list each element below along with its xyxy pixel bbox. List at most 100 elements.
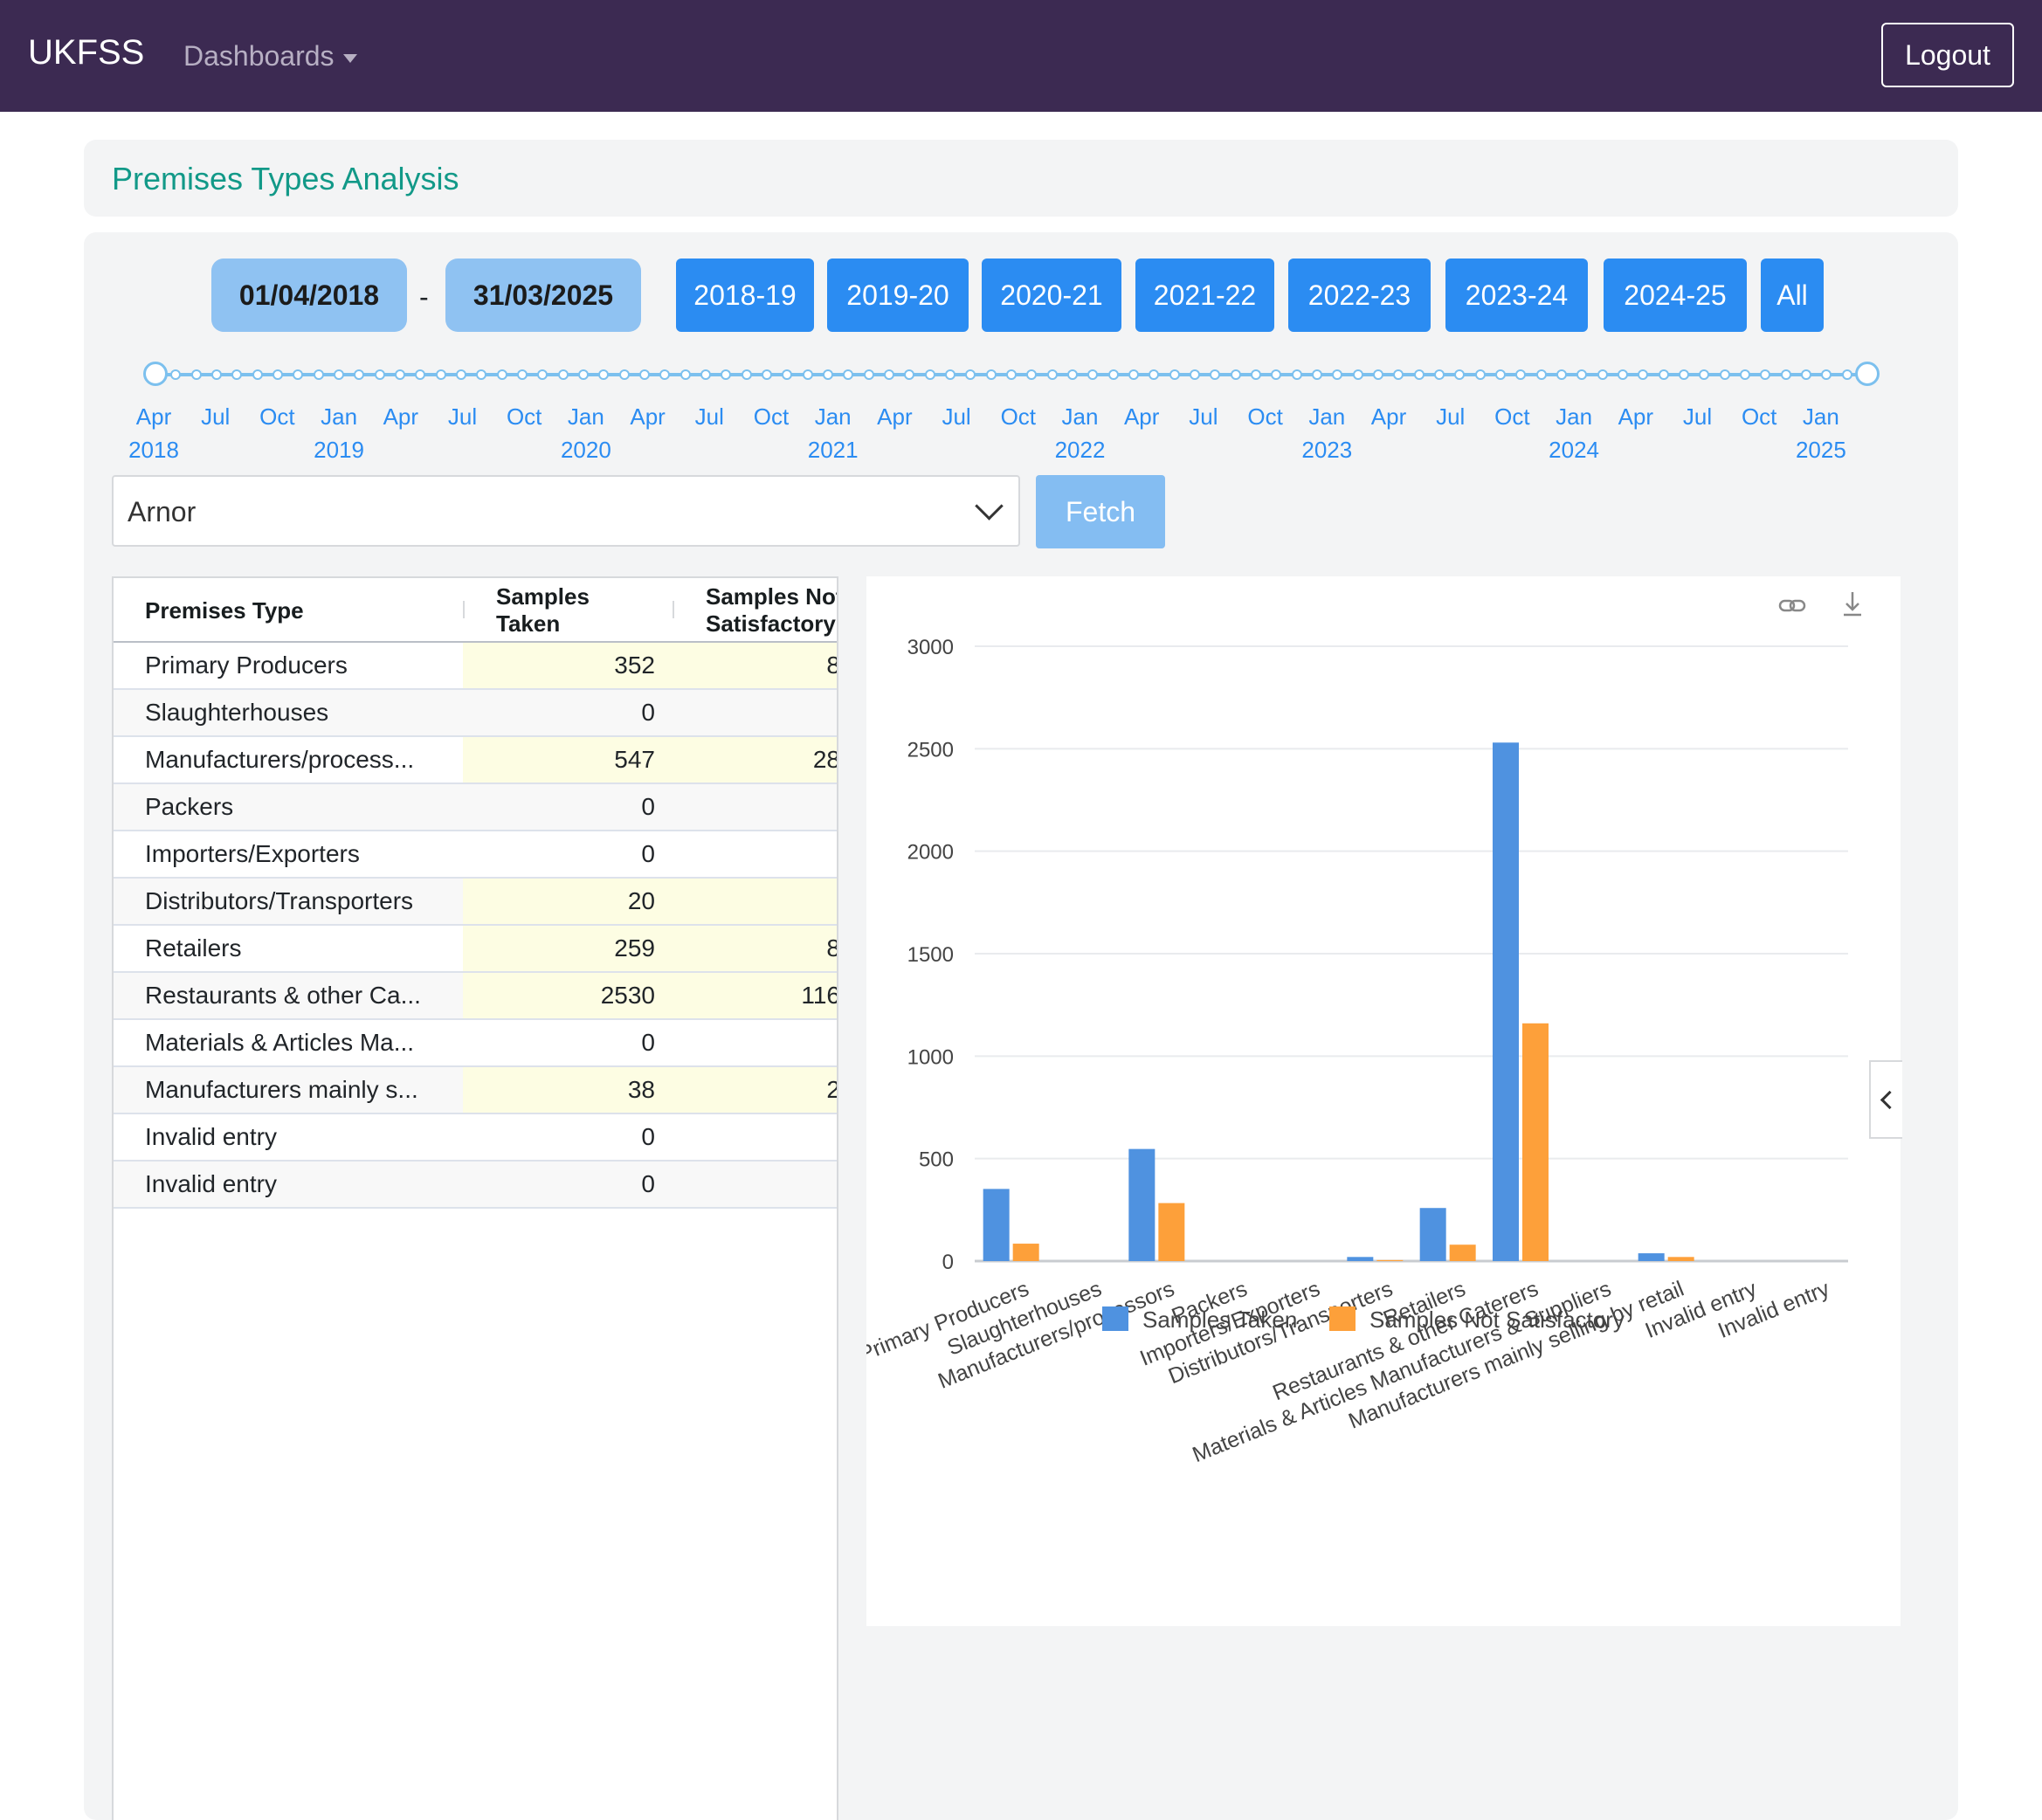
bar-samples-taken[interactable] xyxy=(1347,1257,1374,1261)
slider-step-dot[interactable] xyxy=(1312,369,1322,380)
slider-step-dot[interactable] xyxy=(1230,369,1241,380)
slider-step-dot[interactable] xyxy=(1495,369,1506,380)
slider-step-dot[interactable] xyxy=(313,369,324,380)
timeline-tick-label[interactable]: Jul xyxy=(1164,400,1243,433)
slider-step-dot[interactable] xyxy=(802,369,813,380)
table-row[interactable]: Restaurants & other Ca... 2530 116 xyxy=(114,973,837,1020)
header-samples-taken[interactable]: Samples Taken xyxy=(496,583,590,637)
timeline-tick-label[interactable]: Apr xyxy=(855,400,934,433)
slider-step-dot[interactable] xyxy=(231,369,243,380)
table-row[interactable]: Primary Producers 352 8 xyxy=(114,643,837,690)
slider-step-dot[interactable] xyxy=(618,369,630,380)
timeline-tick-label[interactable]: Jan 2025 xyxy=(1782,400,1860,466)
timeline-tick-label[interactable]: Jan 2021 xyxy=(794,400,873,466)
table-row[interactable]: Importers/Exporters 0 xyxy=(114,831,837,879)
slider-step-dot[interactable] xyxy=(415,369,426,380)
timeline-tick-label[interactable]: Apr xyxy=(1349,400,1428,433)
slider-step-dot[interactable] xyxy=(252,369,263,380)
slider-step-dot[interactable] xyxy=(884,369,894,380)
bar-samples-taken[interactable] xyxy=(1419,1208,1446,1261)
legend-label[interactable]: Samples Taken xyxy=(1142,1306,1297,1333)
slider-step-dot[interactable] xyxy=(354,369,365,380)
timeline-tick-label[interactable]: Oct xyxy=(1226,400,1305,433)
logout-button[interactable]: Logout xyxy=(1881,23,2014,87)
slider-step-dot[interactable] xyxy=(1535,369,1547,380)
fy-button-2023-24[interactable]: 2023-24 xyxy=(1445,259,1588,332)
fy-button-2024-25[interactable]: 2024-25 xyxy=(1604,259,1747,332)
slider-step-dot[interactable] xyxy=(1107,369,1119,380)
timeline-tick-label[interactable]: Apr xyxy=(362,400,440,433)
timeline-tick-label[interactable]: Jul xyxy=(1659,400,1737,433)
table-row[interactable]: Materials & Articles Ma... 0 xyxy=(114,1020,837,1067)
slider-step-dot[interactable] xyxy=(1597,369,1608,380)
slider-step-dot[interactable] xyxy=(334,369,344,380)
slider-step-dot[interactable] xyxy=(1841,369,1852,380)
slider-step-dot[interactable] xyxy=(537,369,548,380)
fy-button-2019-20[interactable]: 2019-20 xyxy=(827,259,969,332)
timeline-tick-label[interactable]: Jan 2022 xyxy=(1041,400,1120,466)
fy-button-2018-19[interactable]: 2018-19 xyxy=(676,259,814,332)
slider-step-dot[interactable] xyxy=(1067,369,1078,380)
slider-step-dot[interactable] xyxy=(1210,369,1221,380)
download-icon[interactable] xyxy=(1844,592,1861,617)
fy-button-2022-23[interactable]: 2022-23 xyxy=(1288,259,1431,332)
timeline-tick-label[interactable]: Jul xyxy=(1411,400,1490,433)
timeline-tick-label[interactable]: Apr xyxy=(1597,400,1675,433)
timeline-tick-label[interactable]: Apr 2018 xyxy=(114,400,193,466)
column-separator[interactable] xyxy=(673,601,674,618)
table-row[interactable]: Manufacturers/process... 547 28 xyxy=(114,737,837,784)
slider-step-dot[interactable] xyxy=(700,369,711,380)
slider-step-dot[interactable] xyxy=(985,369,997,380)
bar-samples-not-satisfactory[interactable] xyxy=(1522,1023,1549,1261)
table-row[interactable]: Invalid entry 0 xyxy=(114,1162,837,1209)
slider-step-dot[interactable] xyxy=(1576,369,1588,380)
slider-step-dot[interactable] xyxy=(843,369,854,380)
timeline-tick-label[interactable]: Jan 2024 xyxy=(1535,400,1613,466)
slider-step-dot[interactable] xyxy=(1352,369,1363,380)
timeline-tick-label[interactable]: Jan 2020 xyxy=(547,400,625,466)
slider-step-dot[interactable] xyxy=(1801,369,1811,380)
slider-step-dot[interactable] xyxy=(1719,369,1730,380)
slider-step-dot[interactable] xyxy=(741,369,752,380)
slider-step-dot[interactable] xyxy=(1332,369,1343,380)
slider-step-dot[interactable] xyxy=(823,369,833,380)
slider-step-dot[interactable] xyxy=(1760,369,1771,380)
bar-samples-not-satisfactory[interactable] xyxy=(1158,1203,1185,1261)
slider-step-dot[interactable] xyxy=(578,369,589,380)
slider-step-dot[interactable] xyxy=(1128,369,1139,380)
legend-label[interactable]: Samples Not Satisfactory xyxy=(1369,1306,1625,1333)
slider-step-dot[interactable] xyxy=(680,369,691,380)
timeline-tick-label[interactable]: Jan 2023 xyxy=(1287,400,1366,466)
slider-step-dot[interactable] xyxy=(721,369,732,380)
slider-step-dot[interactable] xyxy=(1454,369,1466,380)
slider-step-dot[interactable] xyxy=(1271,369,1282,380)
authority-select[interactable]: Arnor xyxy=(112,475,1020,547)
timeline-tick-label[interactable]: Jul xyxy=(176,400,255,433)
slider-step-dot[interactable] xyxy=(1006,369,1017,380)
slider-step-dot[interactable] xyxy=(1149,369,1160,380)
bar-samples-taken[interactable] xyxy=(1638,1253,1665,1261)
slider-step-dot[interactable] xyxy=(762,369,772,380)
slider-step-dot[interactable] xyxy=(1821,369,1832,380)
slider-step-dot[interactable] xyxy=(1699,369,1710,380)
timeline-tick-label[interactable]: Jan 2019 xyxy=(300,400,378,466)
timeline-tick-label[interactable]: Jul xyxy=(670,400,749,433)
fy-button-all[interactable]: All xyxy=(1761,259,1824,332)
timeline-tick-label[interactable]: Apr xyxy=(609,400,687,433)
slider-end-handle[interactable] xyxy=(1855,362,1880,386)
slider-step-dot[interactable] xyxy=(1026,369,1038,380)
timeline-tick-label[interactable]: Oct xyxy=(1473,400,1551,433)
slider-step-dot[interactable] xyxy=(1638,369,1649,380)
slider-step-dot[interactable] xyxy=(1393,369,1404,380)
slider-step-dot[interactable] xyxy=(435,369,446,380)
end-date-input[interactable]: 31/03/2025 xyxy=(445,259,641,332)
slider-step-dot[interactable] xyxy=(1251,369,1261,380)
timeline-tick-label[interactable]: Oct xyxy=(979,400,1058,433)
sidebar-toggle-button[interactable] xyxy=(1869,1060,1902,1139)
timeline-tick-label[interactable]: Oct xyxy=(1720,400,1798,433)
bar-samples-not-satisfactory[interactable] xyxy=(1449,1244,1476,1261)
slider-step-dot[interactable] xyxy=(272,369,283,380)
slider-step-dot[interactable] xyxy=(924,369,935,380)
slider-step-dot[interactable] xyxy=(1169,369,1180,380)
slider-step-dot[interactable] xyxy=(1618,369,1628,380)
